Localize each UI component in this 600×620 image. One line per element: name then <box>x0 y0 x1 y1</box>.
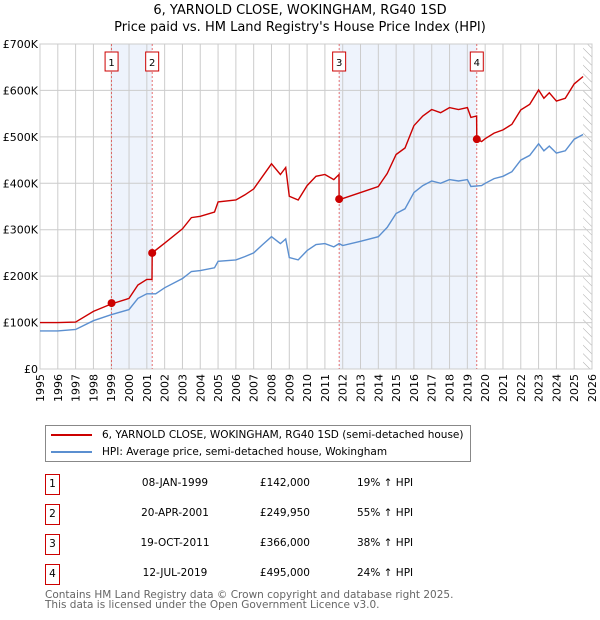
legend-label: 6, YARNOLD CLOSE, WOKINGHAM, RG40 1SD (s… <box>102 429 464 441</box>
y-tick-label: £200K <box>3 270 39 283</box>
y-tick-label: £300K <box>3 224 39 237</box>
x-tick-label: 2006 <box>230 374 243 402</box>
x-tick-label: 2016 <box>408 374 421 402</box>
x-tick-label: 2024 <box>550 374 563 402</box>
x-tick-label: 2017 <box>426 374 439 402</box>
sale-number: 3 <box>45 534 60 555</box>
x-tick-label: 2000 <box>123 374 136 402</box>
sale-hpi-diff: 38% ↑ HPI <box>357 537 414 549</box>
chart-title: 6, YARNOLD CLOSE, WOKINGHAM, RG40 1SD <box>153 3 447 18</box>
x-tick-label: 2013 <box>355 374 368 402</box>
sale-label-box <box>332 51 347 72</box>
sale-date: 08-JAN-1999 <box>141 477 209 489</box>
x-tick-label: 2001 <box>141 374 154 402</box>
sale-row: 2 20-APR-2001 £249,950 55% ↑ HPI <box>45 504 465 525</box>
x-tick-label: 2007 <box>248 374 261 402</box>
sale-label: 3 <box>336 58 342 69</box>
legend-swatch-red <box>51 434 92 436</box>
sale-number: 2 <box>45 504 60 525</box>
sale-label: 2 <box>149 58 155 69</box>
y-tick-label: £500K <box>3 131 39 144</box>
sale-price: £142,000 <box>259 477 310 489</box>
sale-row: 1 08-JAN-1999 £142,000 19% ↑ HPI <box>45 474 465 495</box>
x-tick-label: 2023 <box>533 374 546 402</box>
footer-copyright: Contains HM Land Registry data © Crown c… <box>45 589 454 601</box>
x-tick-label: 2004 <box>194 374 207 402</box>
plot-area: 1995 1996 1997 1998 1999 2000 2001 2002 2003 2004… <box>3 38 599 402</box>
y-tick-label: £100K <box>3 317 39 330</box>
x-tick-label: 2009 <box>283 374 296 402</box>
forecast-hatch <box>583 44 592 369</box>
plot-border <box>39 43 593 370</box>
x-tick-label: 2002 <box>159 374 172 402</box>
x-tick-label: 2019 <box>461 374 474 402</box>
sale-hpi-diff: 19% ↑ HPI <box>357 477 414 489</box>
sale-point <box>335 195 344 204</box>
sale-date: 19-OCT-2011 <box>140 537 210 549</box>
sale-date: 20-APR-2001 <box>141 507 209 519</box>
x-tick-label: 2005 <box>212 374 225 402</box>
sale-price: £495,000 <box>259 567 310 579</box>
sale-number: 1 <box>45 474 60 495</box>
x-tick-label: 2003 <box>176 374 189 402</box>
legend-swatch-blue <box>51 451 92 453</box>
x-tick-label: 2022 <box>515 374 528 402</box>
sale-point <box>472 135 481 144</box>
x-tick-label: 2010 <box>301 374 314 402</box>
y-tick-label: £0 <box>24 363 38 376</box>
sale-label: 4 <box>474 58 480 69</box>
sale-hpi-diff: 55% ↑ HPI <box>357 507 414 519</box>
x-tick-label: 2026 <box>586 374 599 402</box>
legend-label: HPI: Average price, semi-detached house,… <box>102 446 388 458</box>
x-tick-label: 2025 <box>568 374 581 402</box>
shaded-period <box>111 44 153 369</box>
x-tick-label: 2020 <box>479 374 492 402</box>
sale-hpi-diff: 24% ↑ HPI <box>357 567 414 579</box>
hpi-line <box>40 133 584 332</box>
sale-label-box <box>104 51 119 72</box>
x-tick-label: 2021 <box>497 374 510 402</box>
sale-price: £249,950 <box>259 507 310 519</box>
x-tick-label: 2008 <box>265 374 278 402</box>
x-tick-label: 1996 <box>52 374 65 402</box>
y-tick-label: £700K <box>3 38 39 51</box>
y-tick-label: £600K <box>3 84 39 97</box>
sale-number: 4 <box>45 564 60 585</box>
shaded-period <box>339 44 477 369</box>
sale-label: 1 <box>108 58 114 69</box>
footer-licence: This data is licensed under the Open Gov… <box>45 599 380 611</box>
x-tick-label: 2012 <box>337 374 350 402</box>
sale-point <box>107 299 116 308</box>
chart-subtitle: Price paid vs. HM Land Registry's House … <box>114 20 486 35</box>
x-tick-label: 1998 <box>87 374 100 402</box>
footer: Contains HM Land Registry data © Crown c… <box>45 589 454 611</box>
sale-label-box <box>145 51 160 72</box>
y-tick-label: £400K <box>3 177 39 190</box>
x-tick-label: 2015 <box>390 374 403 402</box>
sale-price: £366,000 <box>259 537 310 549</box>
x-tick-label: 2018 <box>444 374 457 402</box>
sale-row: 4 12-JUL-2019 £495,000 24% ↑ HPI <box>45 564 465 585</box>
sale-date: 12-JUL-2019 <box>142 567 208 579</box>
x-tick-label: 1997 <box>70 374 83 402</box>
x-tick-label: 2014 <box>372 374 385 402</box>
legend: 6, YARNOLD CLOSE, WOKINGHAM, RG40 1SD (s… <box>45 425 471 462</box>
x-tick-label: 1995 <box>34 374 47 402</box>
sale-row: 3 19-OCT-2011 £366,000 38% ↑ HPI <box>45 534 465 555</box>
x-tick-label: 2011 <box>319 374 332 402</box>
x-tick-label: 1999 <box>105 374 118 402</box>
sale-point <box>148 248 157 257</box>
sale-label-box <box>469 51 484 72</box>
legend-item-property: 6, YARNOLD CLOSE, WOKINGHAM, RG40 1SD (s… <box>51 427 464 443</box>
legend-item-hpi: HPI: Average price, semi-detached house,… <box>51 444 387 460</box>
